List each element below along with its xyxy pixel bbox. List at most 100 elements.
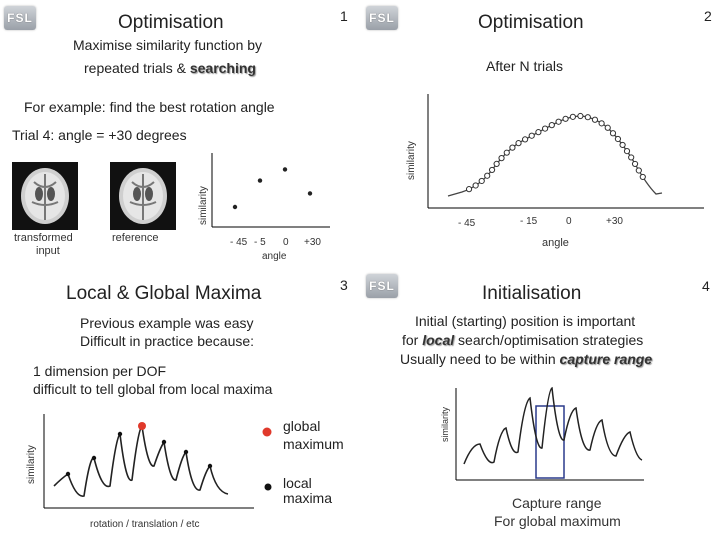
slide-title: Optimisation — [118, 12, 224, 33]
trial-marker — [535, 129, 542, 136]
legend-local-marker — [264, 483, 272, 491]
trial-marker — [577, 112, 584, 120]
emphasis-text: capture range — [559, 351, 653, 367]
y-axis-label: similarity — [406, 141, 417, 180]
slide-number: 4 — [702, 278, 710, 294]
data-point — [282, 167, 288, 172]
trial-line: Trial 4: angle = +30 degrees — [12, 127, 187, 143]
text-prefix: Usually need to be within — [400, 351, 560, 367]
y-axis-label: similarity — [26, 445, 37, 484]
local-maximum-marker — [117, 431, 123, 437]
slide-number: 1 — [340, 8, 348, 24]
bullet-line: repeated trials & searching — [84, 60, 256, 76]
capture-range-chart: similarity — [440, 386, 644, 481]
image-label: transformed — [14, 232, 73, 244]
similarity-curve — [463, 386, 643, 465]
y-axis-label: similarity — [440, 407, 450, 442]
x-tick-label: +30 — [304, 237, 321, 248]
local-maximum-marker — [207, 463, 213, 469]
bullet-line: Difficult in practice because: — [80, 333, 255, 349]
fsl-logo: FSL — [4, 6, 36, 30]
data-point — [232, 204, 238, 210]
trial-marker — [628, 154, 635, 161]
capture-caption: Capture range — [512, 495, 602, 511]
trial-marker — [528, 132, 535, 139]
x-tick-label: - 5 — [254, 237, 266, 248]
bullet-line: Previous example was easy — [80, 315, 254, 331]
slide-number: 3 — [340, 277, 348, 293]
local-maximum-marker — [161, 439, 167, 445]
trial-marker — [609, 130, 617, 137]
fsl-logo: FSL — [366, 6, 398, 30]
global-maximum-marker — [138, 422, 146, 430]
after-n-trials-chart: similarity - 45 - 15 0 +30 angle — [406, 94, 704, 249]
x-tick-label: 0 — [566, 216, 572, 227]
data-point — [257, 178, 263, 183]
trial-marker — [515, 140, 522, 147]
similarity-curve — [53, 424, 229, 497]
trial-marker — [619, 141, 626, 149]
trial-marker — [465, 186, 473, 193]
text-prefix: for — [402, 332, 423, 348]
trial-marker — [569, 113, 576, 120]
x-tick-label: - 15 — [520, 216, 538, 227]
x-axis-label: rotation / translation / etc — [90, 519, 200, 530]
bullet-line: Maximise similarity function by — [73, 37, 263, 53]
trial-marker — [521, 136, 529, 143]
trial-marker — [555, 118, 562, 125]
x-tick-label: 0 — [283, 237, 289, 248]
example-line: For example: find the best rotation angl… — [24, 99, 275, 115]
trial-marker — [584, 114, 591, 121]
reference-brain-image — [110, 162, 176, 230]
image-label: reference — [112, 232, 159, 244]
transformed-brain-image — [12, 162, 78, 230]
capture-caption: For global maximum — [494, 513, 621, 529]
slide-title: Initialisation — [482, 283, 582, 304]
legend-global-marker — [262, 427, 272, 437]
trial-marker — [478, 177, 485, 185]
image-label: input — [36, 245, 60, 257]
emphasis-text: local — [422, 332, 455, 348]
legend-label: maxima — [283, 490, 333, 506]
x-tick-label: - 45 — [458, 218, 476, 229]
trial-marker — [562, 115, 569, 122]
slide-3: Local & Global Maxima 3 Previous example… — [0, 270, 360, 540]
capture-range-box — [535, 405, 565, 479]
x-axis-label: angle — [542, 237, 569, 249]
legend-label: maximum — [283, 436, 344, 452]
trial-marker — [635, 167, 642, 174]
maxima-chart: similarity rotation / translation / etc — [26, 414, 254, 530]
trial-marker — [623, 147, 631, 155]
x-tick-label: +30 — [606, 216, 623, 227]
slide-1: FSL Optimisation 1 Maximise similarity f… — [0, 0, 360, 270]
bullet-line: Initial (starting) position is important — [415, 313, 636, 329]
trial-scatter-chart: similarity - 45 - 5 0 +30 angle — [198, 153, 330, 262]
local-maximum-marker — [183, 449, 189, 455]
trial-marker — [631, 160, 639, 168]
legend-label: local — [283, 475, 312, 491]
fsl-logo: FSL — [366, 274, 398, 298]
trial-marker — [639, 173, 646, 181]
trial-marker — [591, 116, 599, 123]
text-prefix: repeated trials & — [84, 60, 190, 76]
slide-2: FSL Optimisation 2 After N trials simila… — [360, 0, 720, 270]
trial-marker — [503, 149, 510, 156]
bullet-line: for local search/optimisation strategies — [402, 332, 643, 348]
trial-marker — [509, 144, 516, 151]
slide-title: Optimisation — [478, 12, 584, 33]
x-axis-label: angle — [262, 251, 287, 262]
subtitle: After N trials — [486, 58, 564, 74]
trial-marker — [472, 182, 479, 189]
slide-number: 2 — [704, 8, 712, 24]
trial-marker — [541, 125, 549, 132]
trial-marker — [484, 172, 491, 179]
global-marker-dot — [262, 427, 272, 437]
slide-title: Local & Global Maxima — [66, 283, 262, 304]
legend-label: global — [283, 418, 321, 434]
trial-marker — [488, 166, 496, 174]
trial-marker — [598, 120, 605, 127]
trial-marker — [493, 160, 500, 168]
bullet-line: 1 dimension per DOF — [33, 363, 167, 379]
y-axis-label: similarity — [198, 186, 209, 225]
trial-marker — [604, 124, 611, 131]
